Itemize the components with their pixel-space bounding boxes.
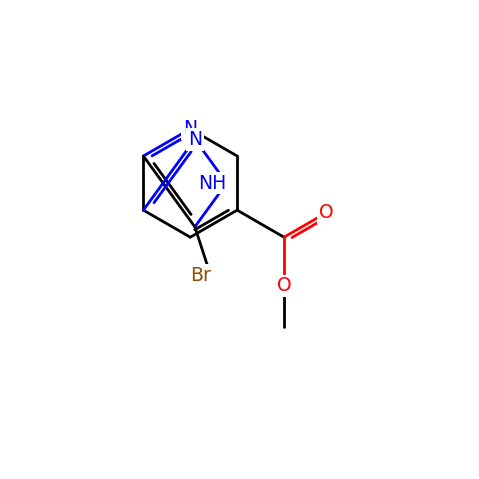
Text: O: O [277,276,291,296]
Text: O: O [319,204,333,222]
Text: NH: NH [198,173,227,193]
Text: N: N [188,130,202,149]
Text: N: N [183,119,197,138]
Text: Br: Br [190,266,211,285]
